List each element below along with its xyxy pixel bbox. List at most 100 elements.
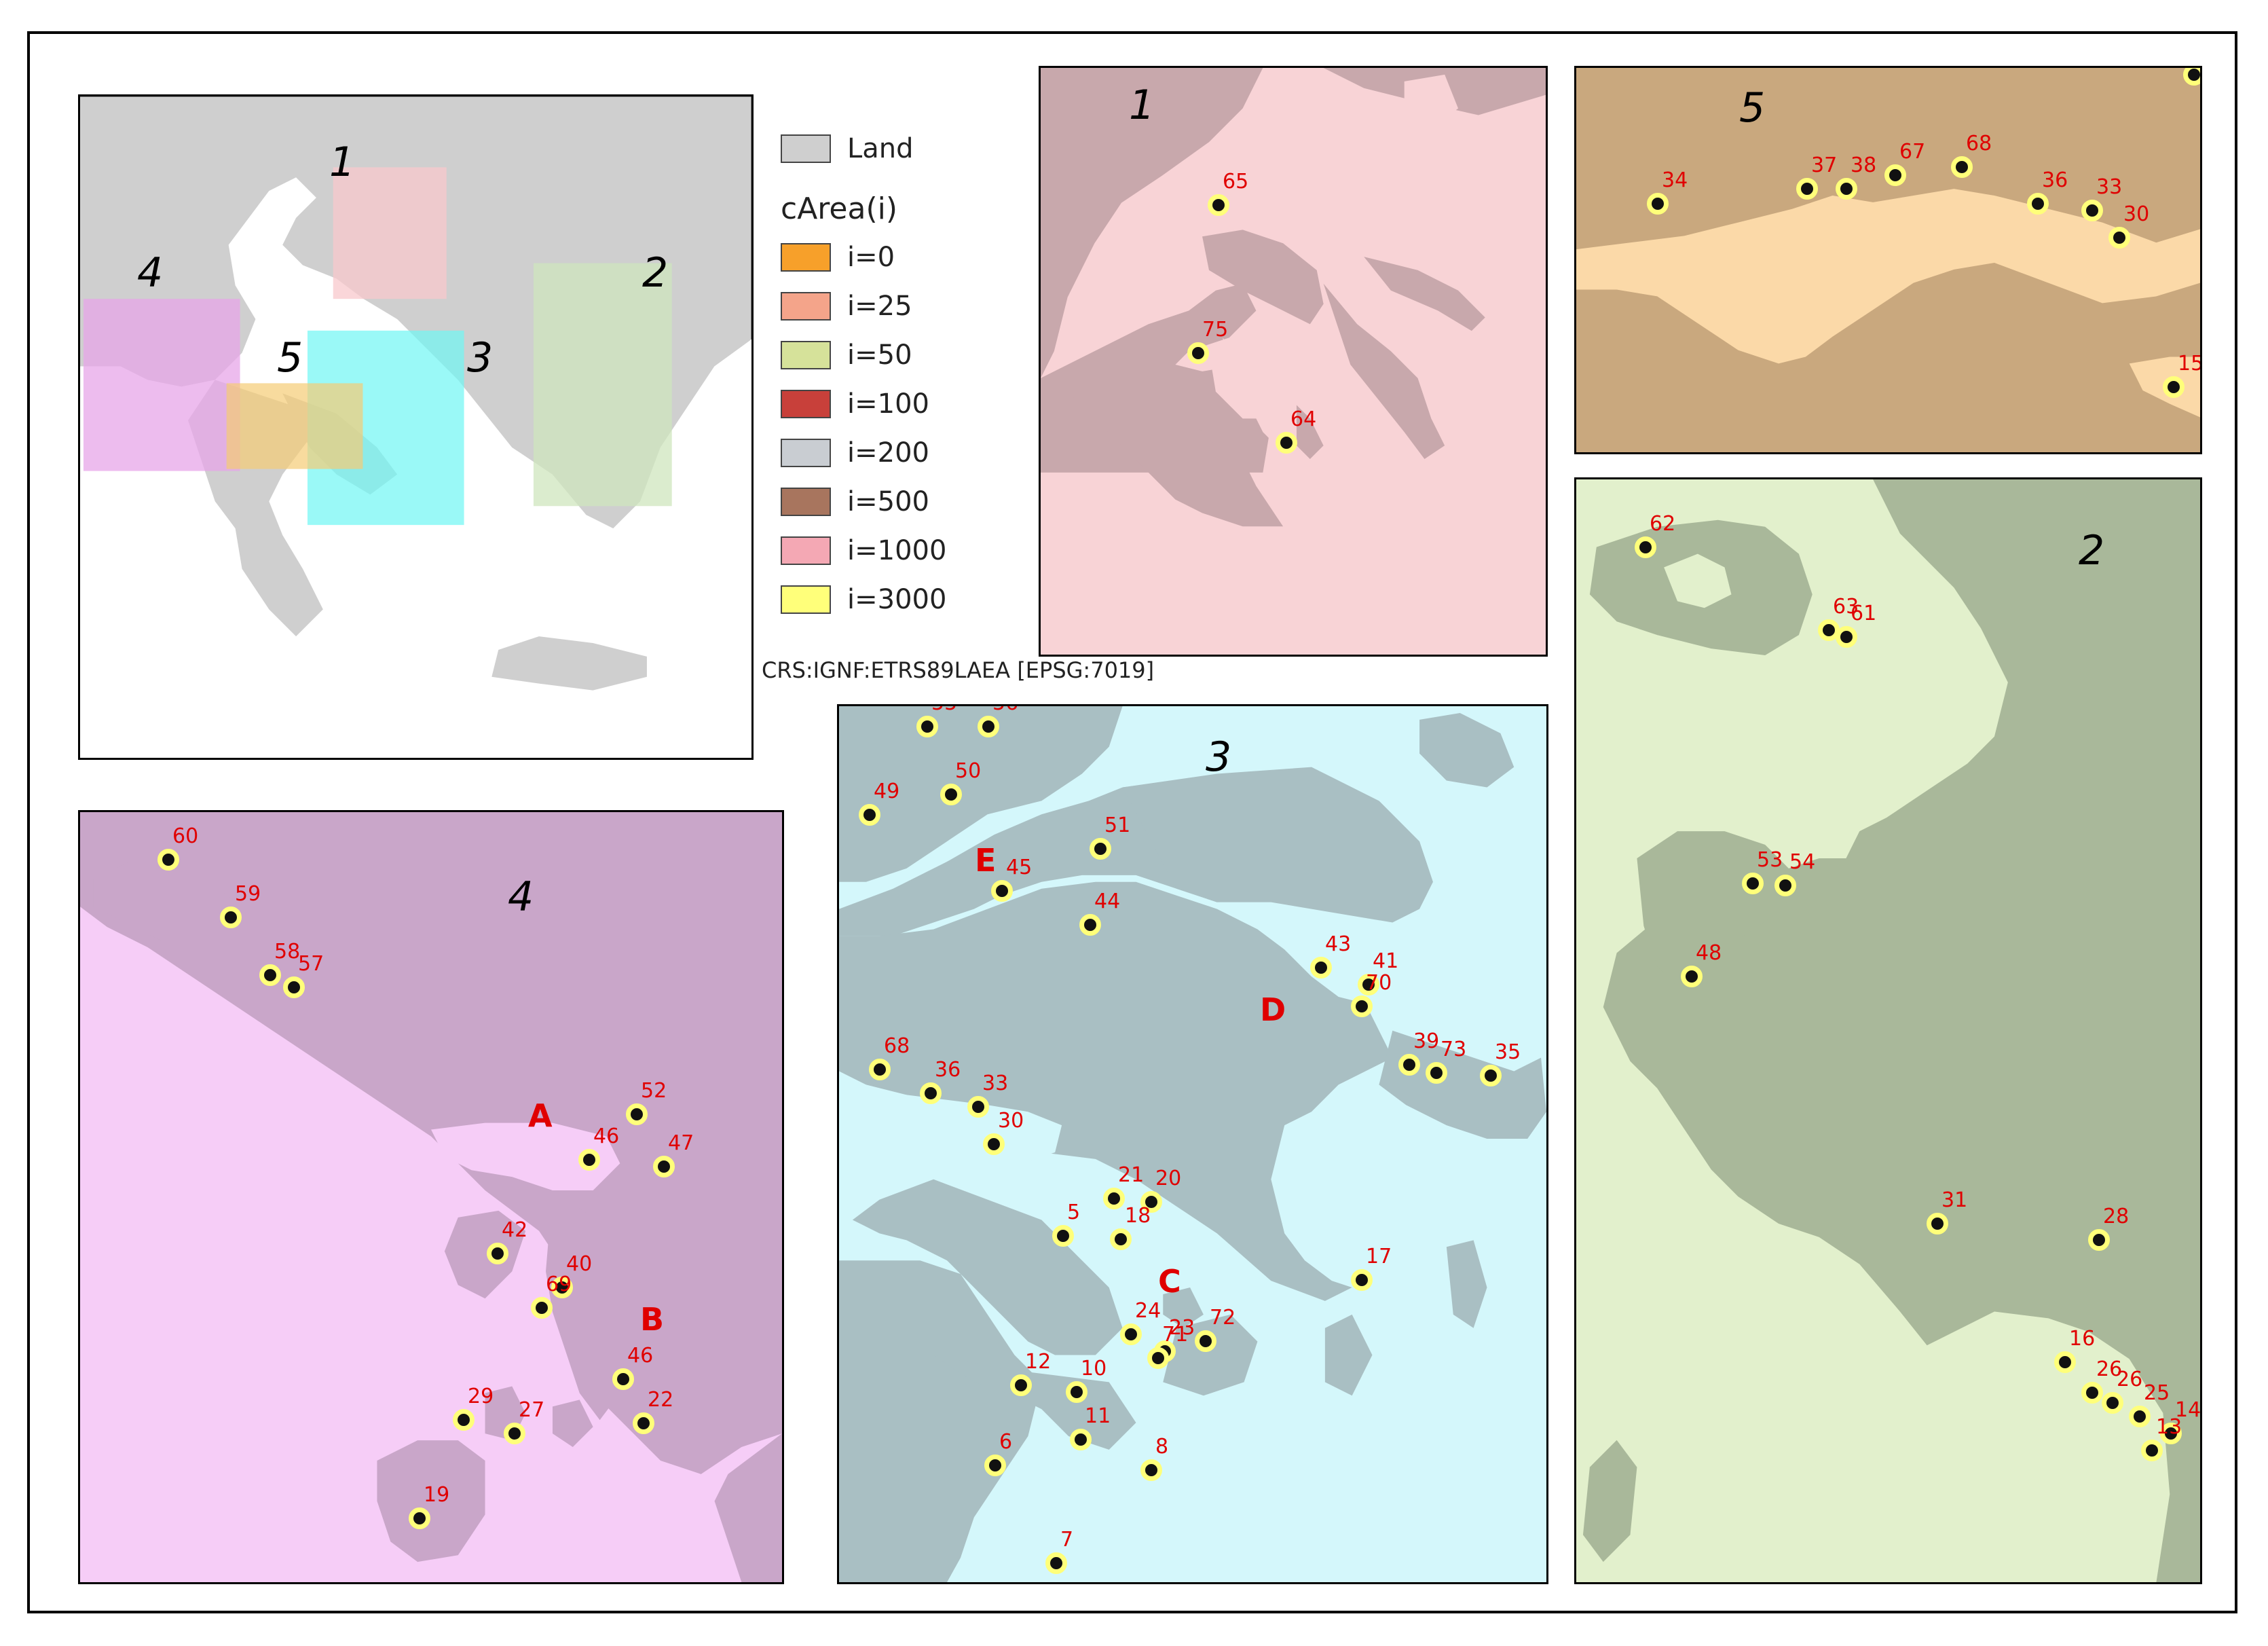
site-label: 60: [172, 824, 199, 848]
site-marker: [983, 1133, 1005, 1155]
site-label: 68: [884, 1034, 910, 1058]
site-label: 38: [1851, 153, 1877, 177]
site-marker: [2102, 1392, 2123, 1414]
legend-title: cArea(i): [781, 191, 898, 226]
site-marker: [1187, 342, 1209, 364]
overview-label-2: 2: [642, 249, 669, 297]
site-label: 48: [1696, 941, 1722, 965]
map-panel-3: 3 55565049514544434170397335683633302120…: [837, 704, 1548, 1584]
site-label: 33: [2096, 175, 2123, 199]
site-label: 42: [502, 1218, 528, 1242]
legend-label: i=1000: [847, 535, 947, 566]
legend-swatch: [781, 390, 831, 418]
site-label: 56: [992, 706, 1018, 715]
site-marker: [1358, 974, 1379, 995]
legend-label: i=25: [847, 291, 912, 322]
site-label: 73: [1440, 1038, 1467, 1061]
site-marker: [1426, 1062, 1447, 1084]
figure-frame: [27, 31, 2237, 1613]
overview-label-1: 1: [329, 139, 356, 186]
site-marker: [487, 1243, 508, 1264]
overview-label-3: 3: [467, 334, 494, 382]
site-label: 19: [424, 1483, 450, 1507]
site-marker: [1140, 1191, 1162, 1213]
site-marker: [1090, 838, 1111, 860]
site-label: 64: [1290, 407, 1317, 431]
site-label: 7: [1060, 1528, 1074, 1552]
site-label: 27: [519, 1398, 545, 1422]
site-label: 50: [955, 759, 982, 783]
area-label: E: [975, 842, 997, 879]
overview-map: 1 2 3 4 5: [78, 94, 754, 760]
legend-label: i=0: [847, 242, 895, 273]
legend-label: i=500: [847, 486, 929, 517]
site-marker: [2081, 1382, 2103, 1404]
site-label: 57: [298, 952, 324, 976]
site-label: 17: [1366, 1245, 1392, 1268]
legend-swatch: [781, 585, 831, 614]
legend-swatch: [781, 243, 831, 272]
map-panel-1: 1 65 75 64: [1039, 66, 1548, 657]
legend-item: i=1000: [781, 535, 946, 566]
site-label: 39: [1413, 1029, 1440, 1053]
overview-label-4: 4: [137, 249, 164, 297]
site-label: 20: [1155, 1167, 1182, 1190]
site-marker: [1351, 995, 1373, 1017]
site-label: 46: [593, 1124, 620, 1148]
site-label: 12: [1025, 1350, 1052, 1374]
overview-label-5: 5: [277, 334, 303, 382]
site-marker: [1103, 1188, 1125, 1209]
site-marker: [2108, 227, 2130, 249]
site-marker: [1208, 194, 1229, 216]
site-marker: [1774, 875, 1796, 896]
site-marker: [1884, 164, 1906, 186]
site-marker: [1836, 178, 1857, 200]
legend-item: i=3000: [781, 584, 946, 615]
area-label: D: [1260, 991, 1286, 1028]
site-marker: [1398, 1054, 1420, 1076]
site-label: 63: [1833, 595, 1859, 619]
site-marker: [1010, 1374, 1032, 1396]
site-label: 59: [235, 882, 261, 906]
site-label: 69: [546, 1273, 572, 1296]
legend-swatch: [781, 292, 831, 321]
legend-item: i=100: [781, 388, 929, 420]
panel-5-label: 5: [1739, 84, 1766, 132]
site-label: 68: [1966, 132, 1992, 156]
site-label: 62: [1650, 512, 1676, 536]
area-label: C: [1158, 1263, 1181, 1300]
panel-1-label: 1: [1129, 81, 1155, 129]
crs-label: CRS:IGNF:ETRS89LAEA [EPSG:7019]: [762, 657, 1155, 683]
map-panel-4: 4 60 59 58 57 52 46 47 42 40 69 46 22 29 27 19 A B: [78, 810, 784, 1584]
site-label: 54: [1789, 850, 1816, 874]
site-label: 37: [1811, 153, 1838, 177]
site-marker: [1276, 432, 1297, 454]
site-marker: [1635, 536, 1656, 558]
site-marker: [1052, 1225, 1074, 1247]
site-marker: [2160, 1423, 2182, 1444]
site-label: 35: [1495, 1040, 1521, 1064]
site-label: 65: [1223, 170, 1249, 194]
site-marker: [2141, 1440, 2163, 1461]
site-marker: [1079, 914, 1101, 936]
site-marker: [157, 849, 179, 871]
legend-item: i=0: [781, 242, 895, 273]
site-marker: [2163, 376, 2185, 398]
site-marker: [1742, 873, 1764, 894]
legend-label: i=3000: [847, 584, 947, 615]
legend-land-label: Land: [847, 133, 914, 164]
legend-label: i=200: [847, 437, 929, 469]
site-label: 30: [998, 1109, 1024, 1133]
site-marker: [409, 1507, 430, 1529]
legend-swatch: [781, 341, 831, 369]
site-marker: [916, 716, 938, 737]
panel-4-label: 4: [508, 873, 534, 921]
site-label: 46: [627, 1344, 654, 1368]
site-marker: [2088, 1229, 2110, 1251]
site-marker: [626, 1103, 648, 1125]
site-label: 47: [668, 1131, 694, 1155]
site-label: 55: [931, 706, 957, 715]
site-marker: [1110, 1228, 1132, 1250]
site-label: 14: [2175, 1398, 2201, 1422]
legend-item: i=25: [781, 291, 912, 322]
